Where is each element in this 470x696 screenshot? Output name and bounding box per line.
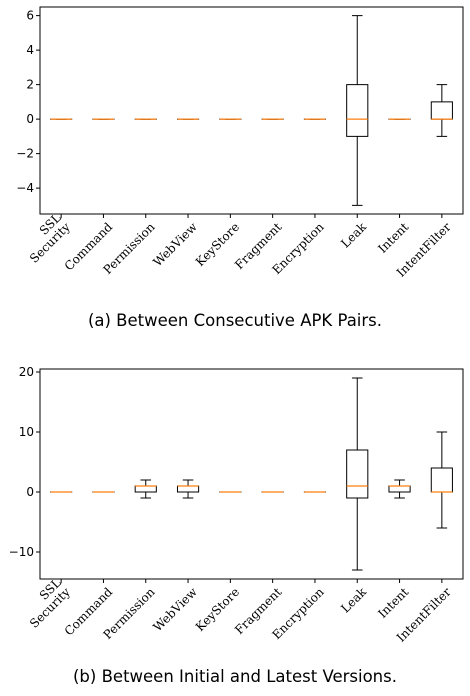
y-tick-label: 20 — [19, 365, 34, 379]
box — [346, 84, 369, 137]
x-tick-label: WebView — [150, 584, 200, 634]
x-tick-label-line: Leak — [338, 219, 369, 250]
y-tick-label: 2 — [26, 78, 34, 92]
y-tick-label: 4 — [26, 43, 34, 57]
box — [176, 485, 200, 493]
y-tick-label: 10 — [19, 425, 34, 439]
box — [134, 485, 157, 493]
caption-b: (b) Between Initial and Latest Versions. — [73, 667, 397, 686]
x-tick-label: Intent — [375, 220, 411, 256]
x-tick-label: WebView — [150, 219, 200, 269]
x-tick-label-line: Intent — [375, 220, 411, 256]
x-tick-label: SSLSecurity — [18, 576, 73, 631]
x-tick-label: Leak — [338, 584, 369, 615]
x-tick-label-line: Leak — [338, 584, 369, 615]
x-tick-label-line: WebView — [150, 584, 200, 634]
x-tick-label-line: WebView — [150, 219, 200, 269]
panel-a: −4−20246SSLSecurityCommandPermissionWebV… — [16, 6, 464, 280]
x-tick-label: SSLSecurity — [18, 211, 73, 266]
y-tick-label: 0 — [26, 485, 34, 499]
caption-a: (a) Between Consecutive APK Pairs. — [87, 311, 383, 330]
x-tick-label: Leak — [338, 219, 369, 250]
x-tick-label: Intent — [375, 585, 411, 621]
box — [430, 101, 453, 120]
y-tick-label: −10 — [9, 545, 34, 559]
x-tick-label-line: Intent — [375, 585, 411, 621]
y-tick-label: −2 — [16, 147, 34, 161]
box — [430, 467, 453, 493]
panel-b: −1001020SSLSecurityCommandPermissionWebV… — [9, 365, 464, 645]
box — [346, 449, 369, 499]
y-tick-label: −4 — [16, 181, 34, 195]
box — [388, 485, 411, 493]
y-tick-label: 0 — [26, 112, 34, 126]
plot-frame — [39, 368, 464, 580]
plot-frame — [39, 6, 464, 215]
y-tick-label: 6 — [26, 9, 34, 23]
